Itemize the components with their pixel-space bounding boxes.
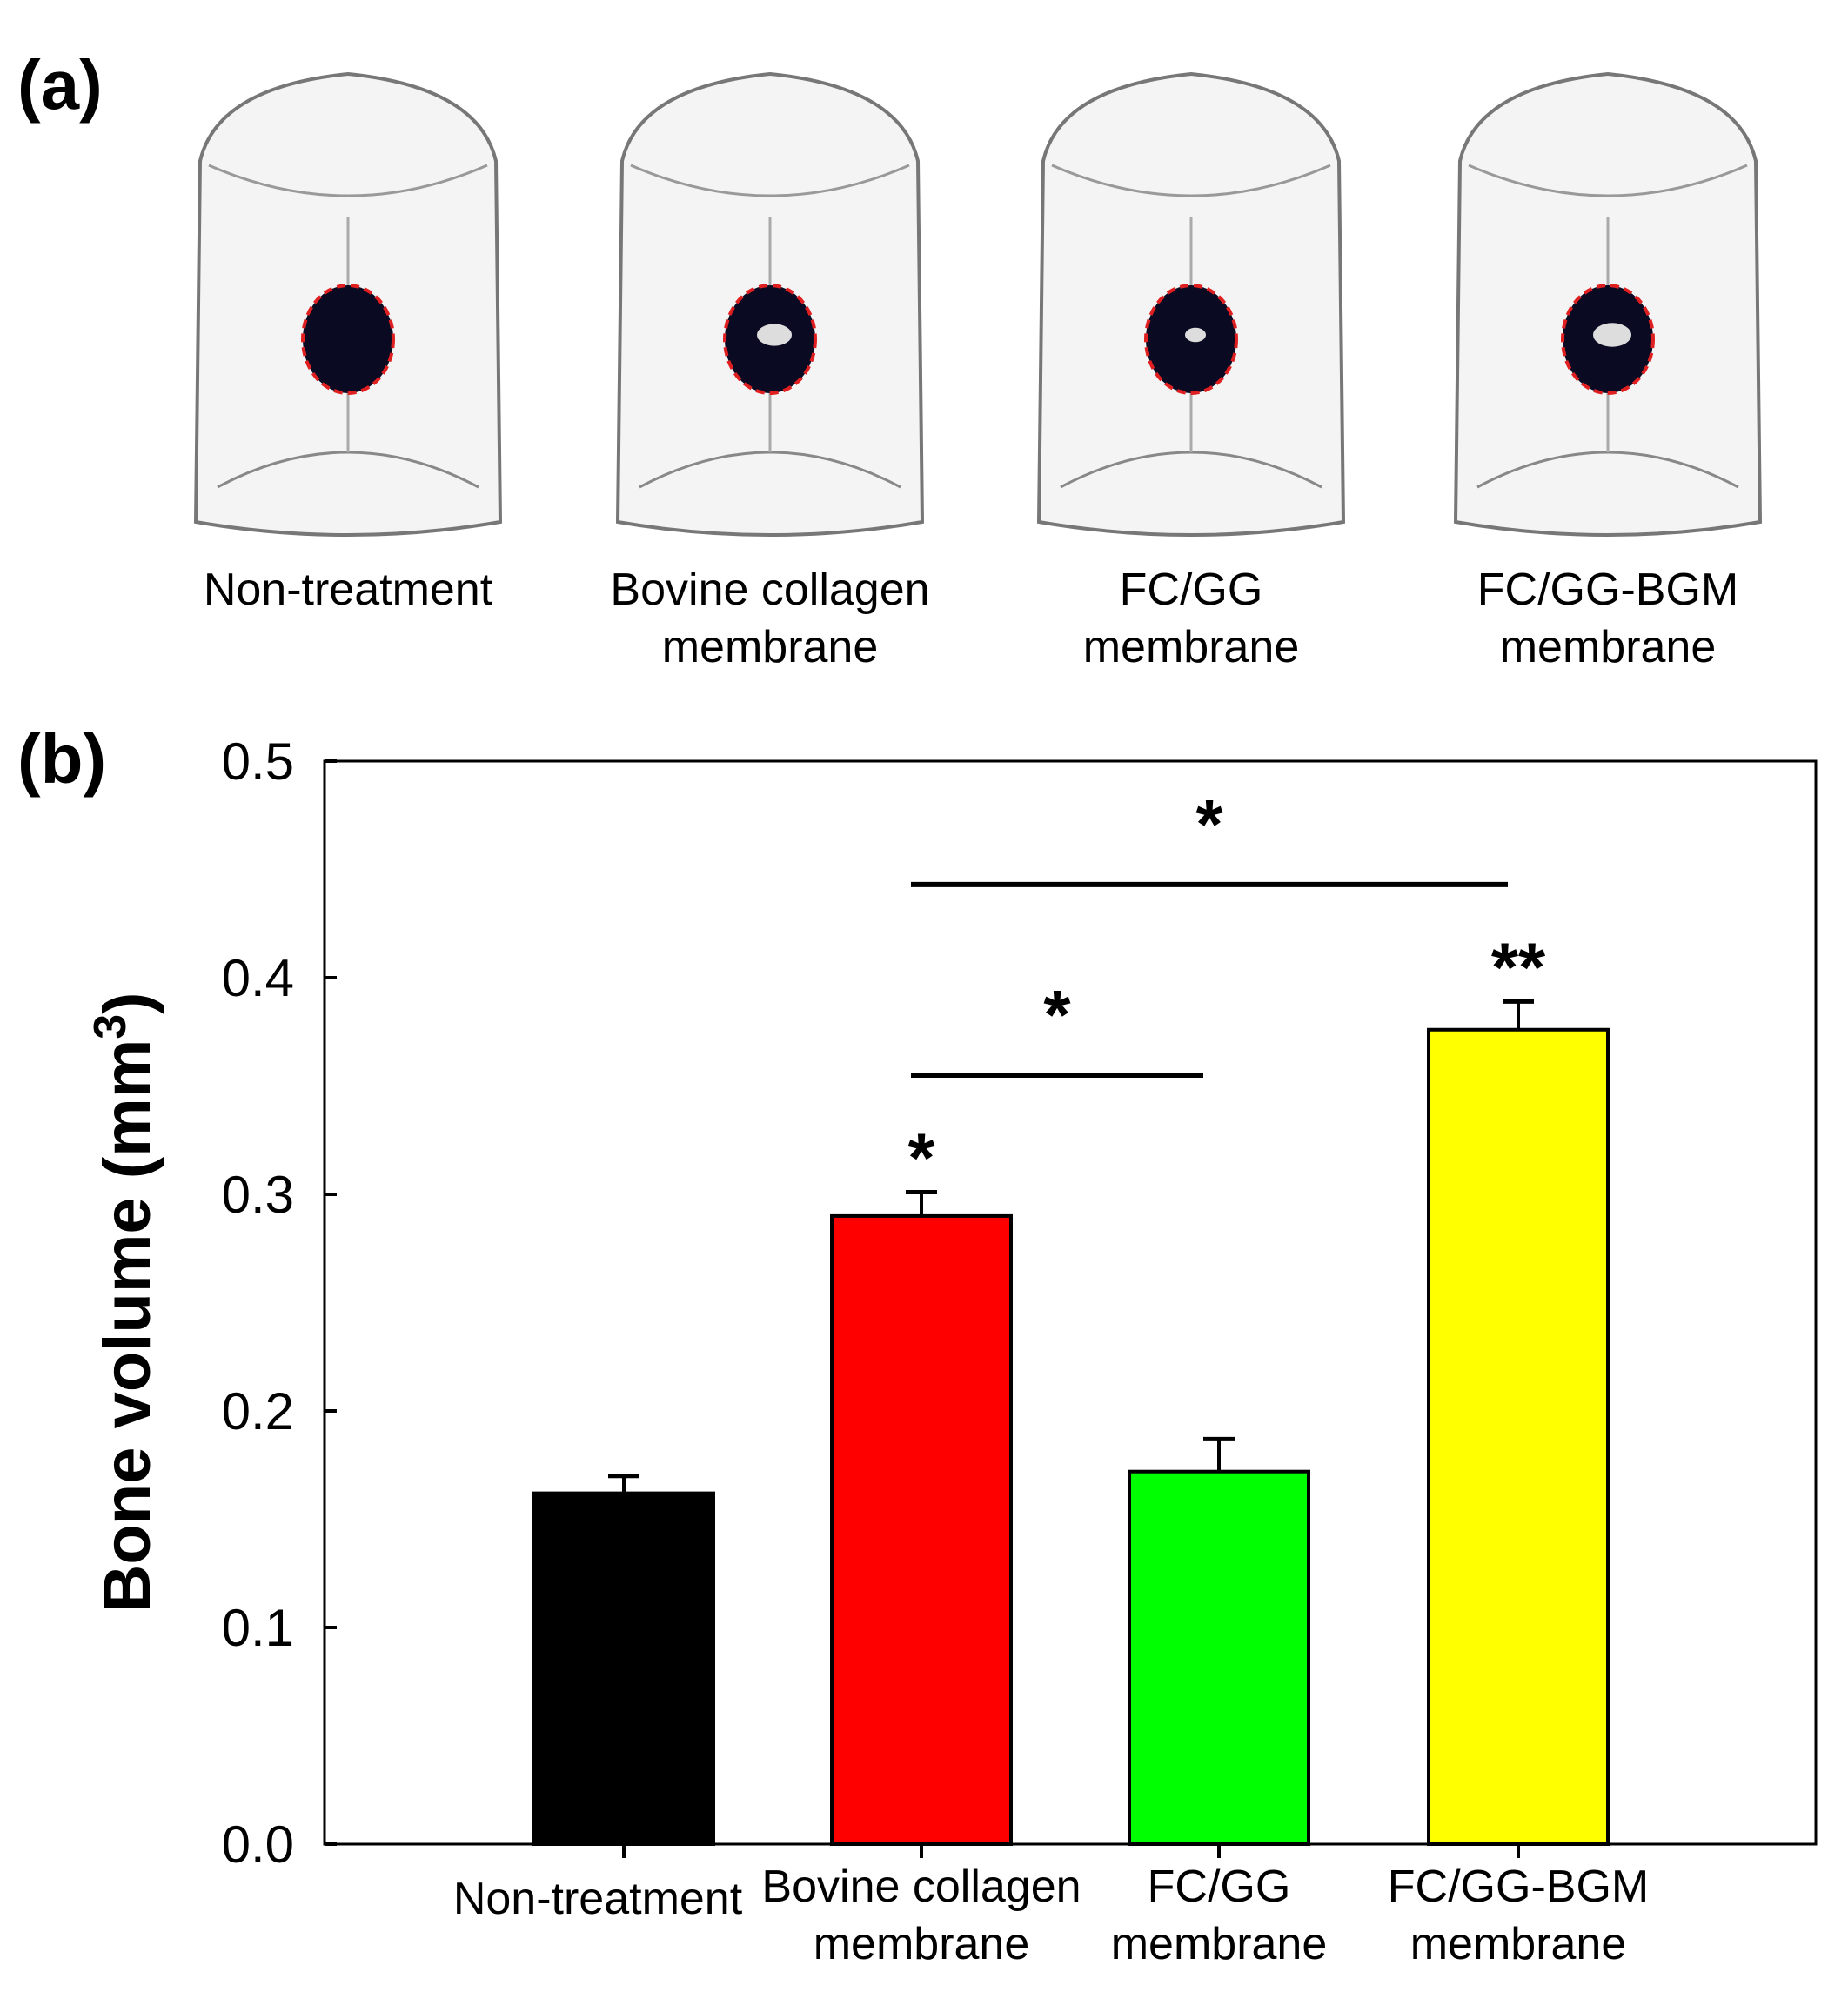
bar (532, 1491, 715, 1846)
significance-marker: * (1043, 976, 1071, 1053)
defect-outline (723, 284, 817, 395)
y-tick-label: 0.3 (222, 1166, 294, 1224)
panel-b-label: (b) (17, 720, 106, 798)
image-caption: FC/GG (1120, 565, 1263, 615)
y-tick-label: 0.5 (222, 732, 294, 791)
defect-outline (1561, 284, 1655, 395)
x-tick-label: membrane (814, 1919, 1030, 1969)
y-axis-label: Bone volume (mm3) (85, 993, 164, 1613)
image-caption: Bovine collagen (610, 565, 929, 615)
suture-line (1468, 164, 1748, 197)
image-caption: Non-treatment (204, 565, 493, 615)
suture-line (630, 164, 910, 197)
suture-line (1051, 164, 1331, 197)
panel-a-label: (a) (17, 46, 103, 124)
defect-outline (1144, 284, 1238, 395)
image-caption: FC/GG-BGM (1477, 565, 1738, 615)
suture-line (208, 164, 488, 197)
defect-outline (301, 284, 395, 395)
suture-line (217, 451, 479, 489)
y-tick-label: 0.4 (222, 949, 294, 1007)
skull-image (1453, 71, 1763, 537)
skull-image (615, 71, 925, 537)
y-tick-label: 0.1 (222, 1599, 294, 1657)
new-bone (1185, 327, 1206, 343)
bar (1128, 1469, 1310, 1846)
suture-line (639, 451, 901, 489)
suture-line (1476, 451, 1739, 489)
micro-ct-images (193, 71, 1763, 537)
new-bone (1593, 323, 1631, 347)
x-tick-label: Bovine collagen (761, 1862, 1081, 1912)
bone-defect (303, 285, 393, 393)
x-tick-label: Non-treatment (453, 1874, 743, 1924)
image-caption: membrane (1083, 622, 1300, 672)
x-tick-label: FC/GG-BGM (1388, 1862, 1649, 1912)
y-tick-label: 0.2 (222, 1382, 294, 1440)
significance-marker: * (1195, 785, 1223, 863)
image-caption: membrane (1500, 622, 1717, 672)
y-tick-label: 0.0 (222, 1815, 294, 1874)
x-tick-label: FC/GG (1148, 1862, 1291, 1912)
plot-frame (323, 759, 1818, 1846)
x-tick-label: membrane (1111, 1919, 1328, 1969)
suture-line (1060, 451, 1322, 489)
image-caption: membrane (662, 622, 879, 672)
bar (830, 1213, 1013, 1846)
bar (1427, 1027, 1610, 1846)
skull-image (193, 71, 503, 537)
significance-marker: * (907, 1120, 935, 1197)
skull-image (1036, 71, 1346, 537)
x-tick-label: membrane (1410, 1919, 1627, 1969)
image-captions: Non-treatment Bovine collagen membrane FC/G… (204, 565, 1738, 672)
new-bone (757, 324, 792, 346)
bar-chart: 0.0 0.1 0.2 0.3 0.4 0.5 Bone volume (mm3) Non-t… (85, 732, 1818, 1969)
significance-marker: ** (1491, 928, 1546, 1006)
